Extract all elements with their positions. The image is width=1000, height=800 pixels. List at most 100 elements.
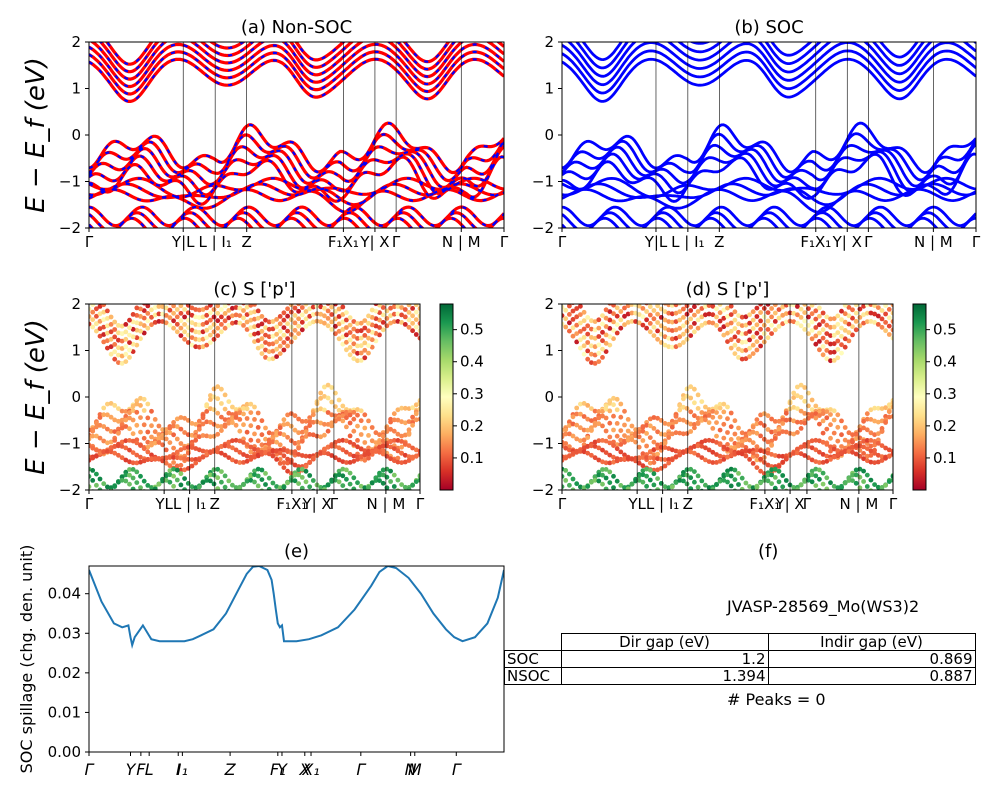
projection-point: [725, 330, 730, 336]
projection-point: [329, 453, 335, 458]
projection-point: [651, 460, 657, 465]
projection-point: [127, 481, 132, 487]
projection-point: [761, 339, 767, 345]
projection-point: [307, 419, 313, 425]
projection-point: [196, 337, 202, 343]
projection-point: [285, 448, 290, 454]
projection-point: [875, 405, 881, 411]
projection-point: [603, 307, 609, 313]
x-tick-label: L | I₁: [646, 495, 679, 513]
y-tick-label: 0: [544, 388, 554, 406]
projection-point: [824, 453, 830, 459]
projection-point: [886, 307, 892, 312]
x-tick-label: Y: [277, 760, 288, 779]
projection-point: [802, 411, 808, 416]
projection-point: [204, 327, 210, 333]
projection-point: [647, 435, 653, 440]
projection-point: [703, 320, 708, 326]
projection-point: [769, 472, 774, 478]
projection-point: [795, 279, 800, 284]
projection-point: [299, 429, 305, 435]
projection-point: [853, 327, 859, 333]
projection-point: [761, 423, 767, 428]
projection-point: [189, 327, 195, 333]
projection-point: [329, 290, 334, 295]
projection-point: [318, 304, 324, 310]
x-tick-label: Γ: [85, 495, 94, 513]
projection-point: [780, 459, 786, 465]
projection-point: [304, 294, 309, 299]
projection-point: [380, 451, 386, 457]
projection-point: [692, 422, 697, 427]
projection-point: [90, 445, 96, 451]
projection-point: [300, 290, 305, 295]
projection-point: [145, 449, 151, 455]
projection-point: [578, 438, 583, 444]
projection-point: [277, 461, 283, 466]
panel-title: (a) Non-SOC: [241, 17, 352, 38]
projection-point: [636, 304, 642, 309]
projection-point: [185, 418, 191, 423]
projection-point: [292, 305, 298, 311]
projection-point: [362, 318, 368, 323]
projection-point: [292, 413, 298, 419]
projection-point: [138, 299, 143, 304]
projection-point: [688, 308, 694, 313]
projection-point: [277, 351, 283, 356]
projection-point: [879, 443, 885, 448]
projection-point: [130, 408, 136, 413]
projection-point: [222, 417, 228, 422]
projection-point: [402, 484, 408, 490]
projection-point: [94, 321, 99, 327]
projection-point: [94, 424, 99, 430]
projection-point: [388, 479, 393, 484]
projection-point: [340, 473, 346, 479]
gap-table-header-dir: Dir gap (eV): [560, 633, 769, 651]
projection-point: [791, 304, 797, 308]
projection-point: [828, 333, 833, 338]
projection-point: [861, 418, 866, 424]
projection-point: [636, 429, 642, 435]
projection-point: [310, 304, 316, 310]
projection-point: [618, 325, 624, 331]
projection-point: [119, 408, 125, 414]
projection-point: [640, 322, 646, 328]
projection-point: [614, 421, 620, 426]
projection-point: [101, 481, 107, 487]
projection-point: [348, 493, 353, 498]
projection-point: [90, 468, 96, 473]
projection-point: [831, 446, 837, 452]
projection-point: [303, 453, 309, 459]
projection-point: [659, 298, 664, 303]
projection-point: [710, 438, 716, 444]
x-tick-label: Γ: [558, 233, 567, 251]
projection-point: [336, 472, 342, 478]
projection-point: [655, 445, 660, 451]
projection-point: [585, 356, 591, 362]
projection-point: [831, 417, 837, 423]
projection-point: [710, 414, 716, 420]
projection-point: [248, 325, 254, 330]
projection-point: [699, 410, 705, 415]
projection-point: [581, 309, 587, 315]
projection-point: [222, 484, 228, 490]
projection-point: [596, 317, 602, 323]
projection-point: [237, 417, 243, 422]
projection-point: [662, 421, 668, 426]
projection-point: [366, 450, 371, 456]
projection-point: [600, 338, 605, 344]
projection-point: [618, 457, 624, 462]
projection-point: [167, 430, 173, 436]
projection-point: [244, 458, 250, 464]
projection-point: [754, 444, 760, 449]
projection-point: [655, 304, 660, 309]
projection-point: [636, 320, 642, 326]
projection-point: [681, 431, 686, 437]
projection-point: [802, 304, 808, 307]
projection-point: [747, 354, 752, 359]
projection-point: [259, 418, 265, 424]
projection-point: [244, 327, 250, 332]
projection-point: [277, 456, 283, 462]
projection-point: [567, 320, 572, 326]
projection-point: [322, 421, 327, 427]
